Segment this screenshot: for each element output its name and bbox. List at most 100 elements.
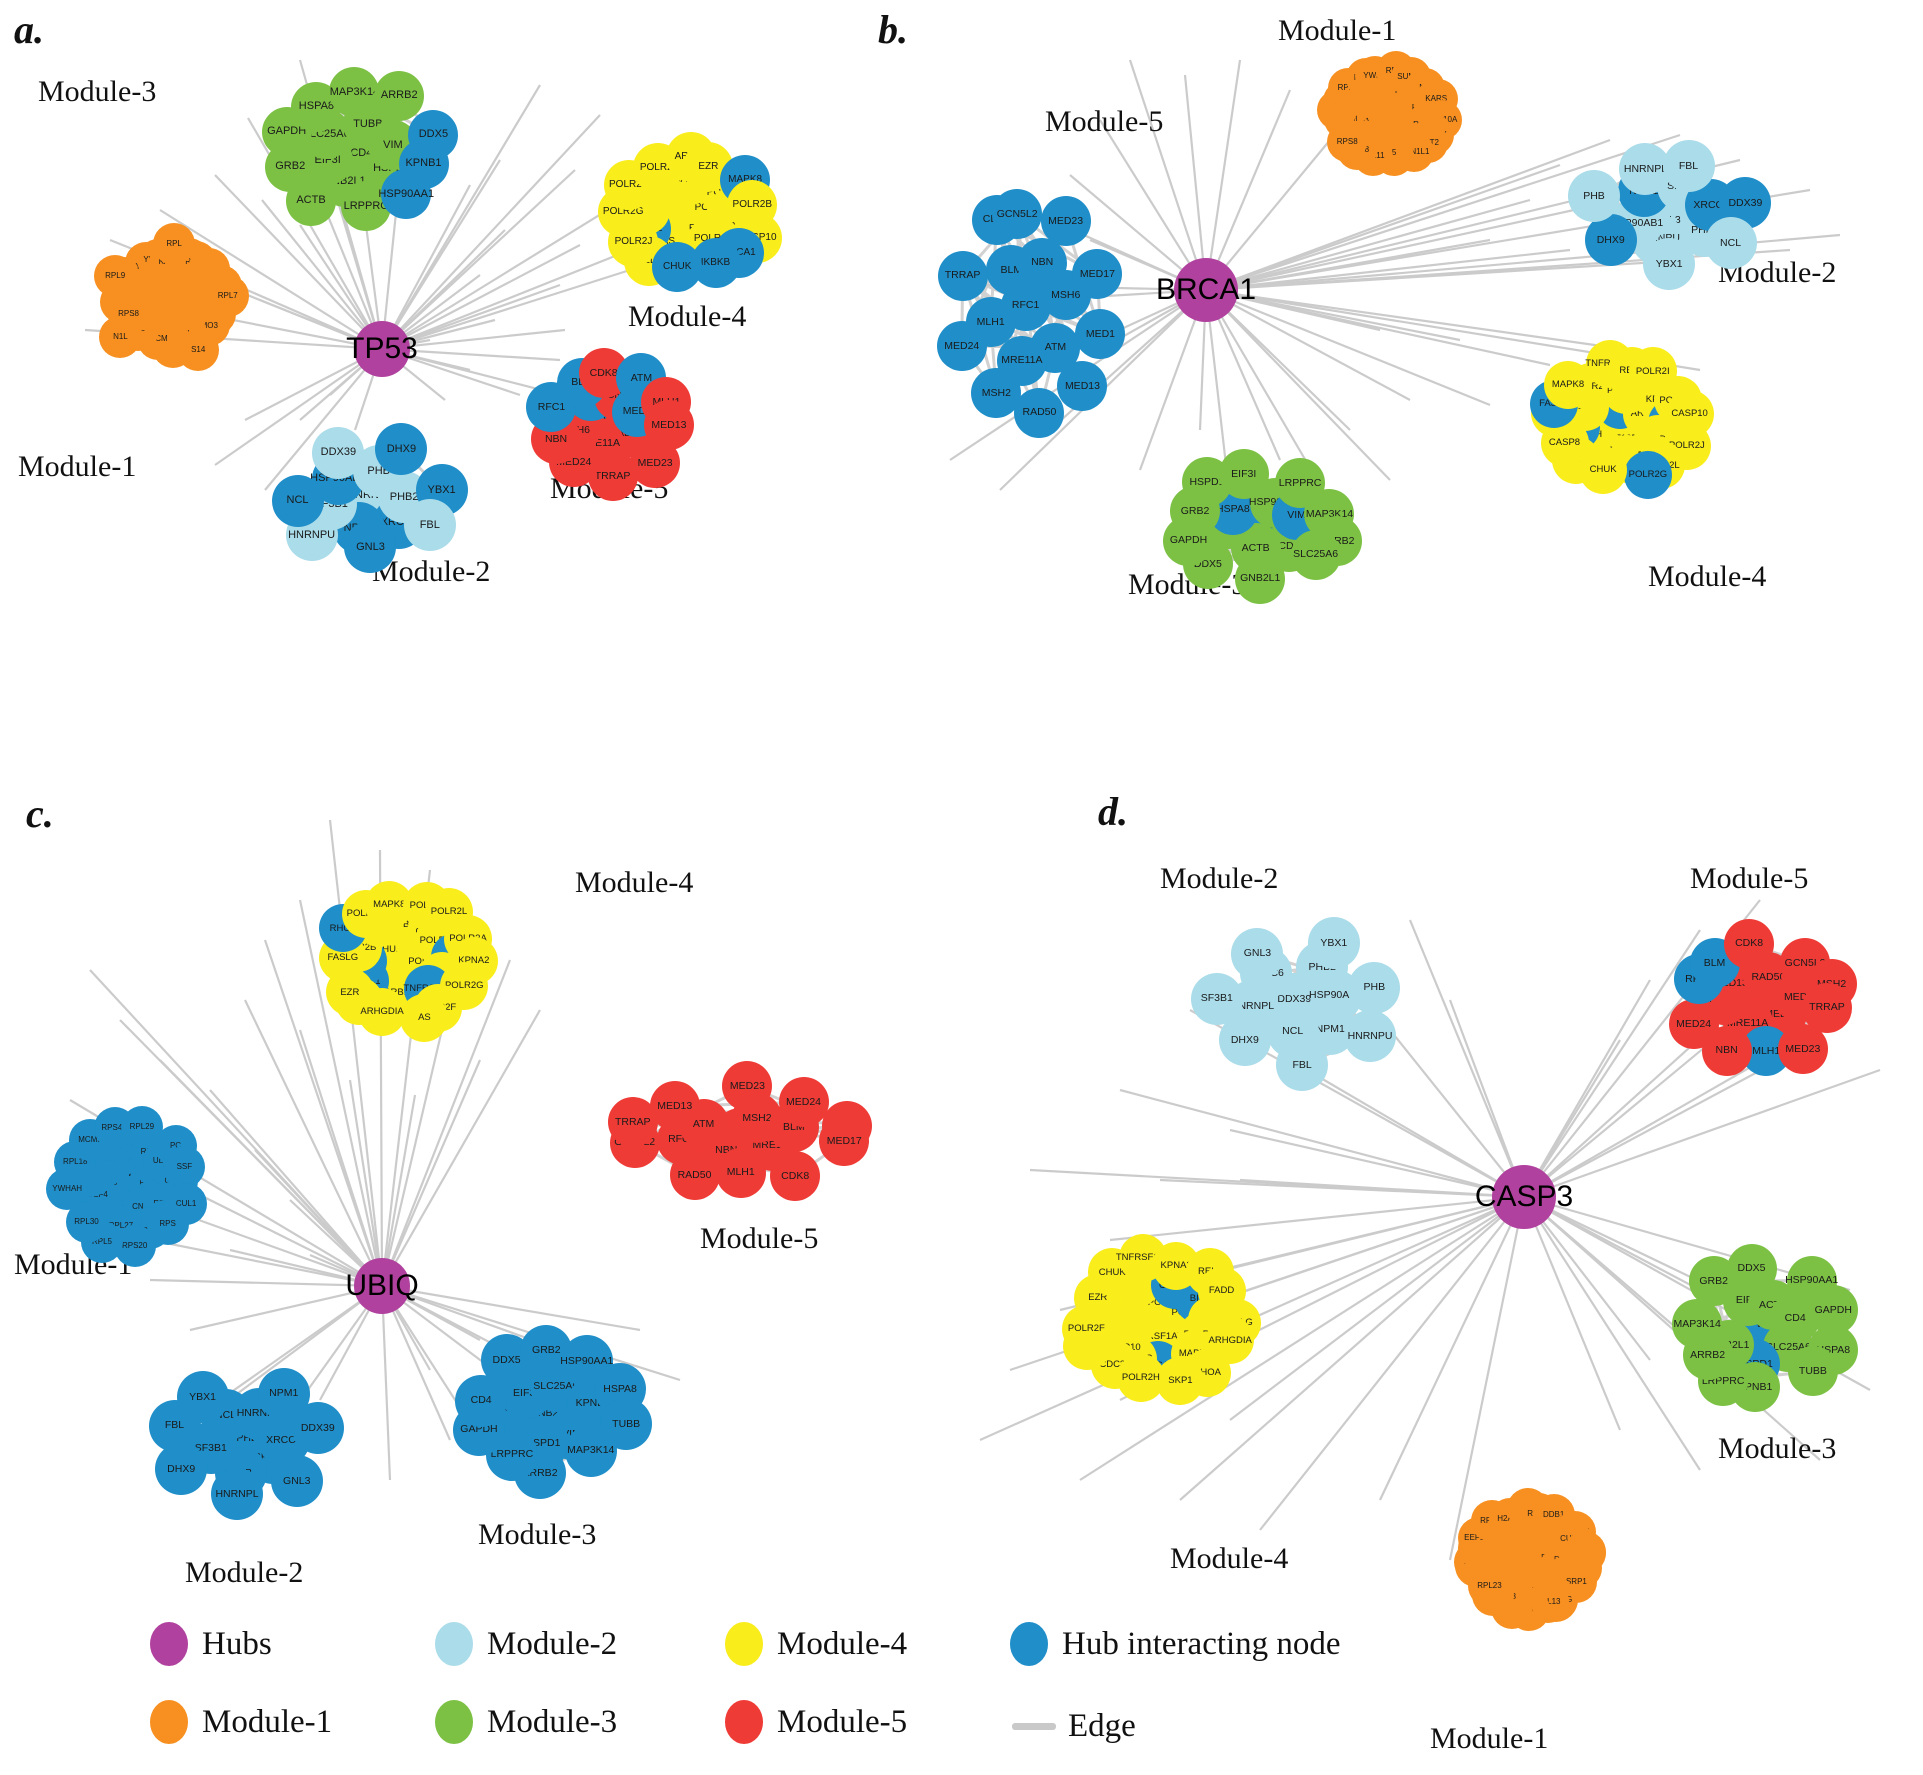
a-m1-n1l[interactable]: N1L (99, 315, 142, 358)
b-m5-med1[interactable]: MED1 (1075, 309, 1126, 360)
a-m2-ncl[interactable]: NCL (271, 474, 324, 527)
b-m5-med13[interactable]: MED13 (1057, 361, 1108, 412)
hub-node-casp3[interactable]: CASP3 (1475, 1165, 1573, 1229)
b-m5-msh2[interactable]: MSH2 (971, 368, 1022, 419)
a-m2-ddx39[interactable]: DDX39 (312, 426, 365, 479)
d-m3-ddx5[interactable]: DDX5 (1726, 1243, 1777, 1294)
a-m1-rpl7[interactable]: RPL7 (206, 275, 249, 318)
b-m5-med23[interactable]: MED23 (1040, 196, 1091, 247)
a-m1-s14[interactable]: S14 (177, 328, 220, 371)
hub-node-tp53[interactable]: TP53 (346, 321, 418, 377)
c-m4-as[interactable]: AS (400, 993, 449, 1042)
b-m4-mapk8[interactable]: MAPK8 (1544, 360, 1592, 409)
c-m5-med24[interactable]: MED24 (778, 1077, 829, 1128)
d-m2-fbl[interactable]: FBL (1276, 1039, 1329, 1092)
hub-label: UBIQ (345, 1269, 419, 1302)
d-m3-map3k14[interactable]: MAP3K14 (1672, 1299, 1723, 1350)
a-m1-rpl[interactable]: RPL (153, 223, 196, 266)
legend-label-module-4: Module-4 (777, 1625, 908, 1662)
b-m3-slc25a6[interactable]: SLC25A6 (1290, 529, 1341, 580)
a-m3-map3k14[interactable]: MAP3K14 (329, 67, 380, 118)
a-m1-rpl9[interactable]: RPL9 (94, 254, 137, 297)
c-m2-ddx39[interactable]: DDX39 (291, 1402, 344, 1455)
b-m5-med24[interactable]: MED24 (936, 320, 987, 371)
b-m5-msh6[interactable]: MSH6 (1040, 270, 1091, 321)
c-m2-dhx9[interactable]: DHX9 (155, 1442, 208, 1495)
b-m3-eif3i[interactable]: EIF3I (1218, 449, 1269, 500)
c-m2-gnl3[interactable]: GNL3 (270, 1454, 323, 1507)
b-m4-polr2g[interactable]: POLR2G (1623, 450, 1672, 499)
c-m2-ybx1[interactable]: YBX1 (176, 1370, 229, 1423)
a-m4-chuk[interactable]: CHUK (652, 242, 703, 293)
node-label: MRE11A (752, 1139, 794, 1152)
c-m5-med17[interactable]: MED17 (819, 1116, 870, 1167)
c-m5-cdk8[interactable]: CDK8 (770, 1151, 821, 1202)
legend-label-edge: Edge (1068, 1708, 1136, 1744)
c-m5-med23[interactable]: MED23 (722, 1061, 773, 1112)
node-label: FBL (1678, 159, 1699, 172)
node-label: MED17 (826, 1135, 862, 1148)
legend-label-module-3: Module-3 (487, 1703, 618, 1740)
node-label: PHB2 (389, 490, 419, 503)
d-m2-gnl3[interactable]: GNL3 (1231, 927, 1284, 980)
node-label: YBX1 (1320, 937, 1348, 950)
a-m3-arrb2[interactable]: ARRB2 (374, 70, 425, 121)
a-m5-med23[interactable]: MED23 (630, 438, 681, 489)
c-m3-tubb[interactable]: TUBB (600, 1397, 653, 1450)
hub-node-ubiq[interactable]: UBIQ (345, 1258, 419, 1314)
d-m2-hnrnpu[interactable]: HNRNPU (1344, 1010, 1397, 1063)
hub-node-brca1[interactable]: BRCA1 (1156, 258, 1256, 322)
b-m5-med17[interactable]: MED17 (1072, 249, 1123, 300)
b-m5-rad50[interactable]: RAD50 (1014, 387, 1065, 438)
b-m5-trrap[interactable]: TRRAP (937, 250, 988, 301)
b-m4-chuk[interactable]: CHUK (1579, 445, 1628, 494)
node-label: RFC1 (537, 401, 566, 414)
b-m2-dhx9[interactable]: DHX9 (1584, 214, 1637, 266)
c-m2-hnrnpl[interactable]: HNRNPL (211, 1468, 264, 1521)
node-label: VIM (383, 138, 403, 151)
panel-b-module1-label: Module-1 (1278, 14, 1397, 47)
b-m2-fbl[interactable]: FBL (1662, 140, 1715, 193)
a-m5-trrap[interactable]: TRRAP (587, 450, 638, 501)
node-label: POLR2L (430, 906, 468, 918)
legend-swatch-hub-interacting-node (1010, 1622, 1048, 1666)
a-m2-dhx9[interactable]: DHX9 (375, 423, 428, 476)
b-m2-ybx1[interactable]: YBX1 (1643, 238, 1696, 291)
a-m2-gnl3[interactable]: GNL3 (344, 521, 397, 574)
d-m2-phb[interactable]: PHB (1348, 961, 1401, 1014)
d-m3-tubb[interactable]: TUBB (1787, 1346, 1838, 1397)
node-label: TRRAP (1809, 1001, 1845, 1014)
d-m5-med24[interactable]: MED24 (1668, 998, 1719, 1049)
c-m2-npm1[interactable]: NPM1 (257, 1367, 310, 1420)
b-m5-gcn5l2[interactable]: GCN5L2 (992, 188, 1043, 239)
d-m5-med23[interactable]: MED23 (1777, 1024, 1828, 1075)
b-m2-phb[interactable]: PHB (1568, 170, 1621, 223)
d-m5-cdk8[interactable]: CDK8 (1724, 918, 1775, 969)
a-m3-hsp90aa1[interactable]: HSP90AA1 (378, 169, 434, 220)
node-label: SSF (176, 1162, 193, 1171)
d-m2-ybx1[interactable]: YBX1 (1307, 917, 1360, 970)
node-label: DDX39 (1277, 992, 1312, 1005)
node-label: SRP1 (1565, 1576, 1587, 1586)
c-m1-rpl30[interactable]: RPL30 (65, 1200, 108, 1243)
node-label: TUBB (1798, 1364, 1827, 1377)
c-m1-ssf[interactable]: SSF (163, 1146, 206, 1188)
node-label: MED23 (729, 1080, 765, 1093)
c-m5-med13[interactable]: MED13 (649, 1081, 700, 1132)
d-m4-polr2h[interactable]: POLR2H (1116, 1353, 1165, 1402)
node-label: HSP90AA1 (560, 1355, 614, 1368)
b-m5-mlh1[interactable]: MLH1 (965, 297, 1016, 348)
c-m5-rad50[interactable]: RAD50 (669, 1150, 720, 1201)
panel-d-module3-label: Module-3 (1718, 1432, 1837, 1465)
c-m3-map3k14[interactable]: MAP3K14 (564, 1424, 617, 1477)
d-m2-sf3b1[interactable]: SF3B1 (1190, 972, 1243, 1025)
b-m2-ncl[interactable]: NCL (1704, 217, 1757, 270)
b-m3-gnb2l1[interactable]: GNB2L1 (1235, 553, 1286, 604)
a-m2-fbl[interactable]: FBL (403, 499, 456, 552)
node-label: MAPK8 (373, 899, 406, 911)
b-m1-rps8[interactable]: RPS8 (1327, 122, 1368, 163)
c-m5-trrap[interactable]: TRRAP (607, 1097, 658, 1148)
c-m4-arhgdia[interactable]: ARHGDIA (358, 987, 407, 1036)
c-m5-mlh1[interactable]: MLH1 (715, 1147, 766, 1198)
node-label: BLM (783, 1120, 805, 1133)
